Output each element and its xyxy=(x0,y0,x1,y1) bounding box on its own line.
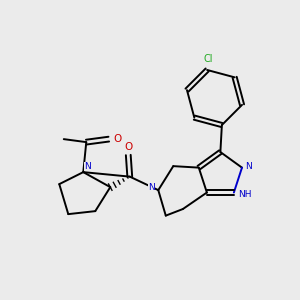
Text: O: O xyxy=(124,142,132,152)
Text: Cl: Cl xyxy=(204,54,213,64)
Text: N: N xyxy=(148,183,155,192)
Text: NH: NH xyxy=(238,190,251,199)
Text: N: N xyxy=(245,162,252,171)
Text: N: N xyxy=(84,162,91,171)
Text: O: O xyxy=(113,134,121,144)
